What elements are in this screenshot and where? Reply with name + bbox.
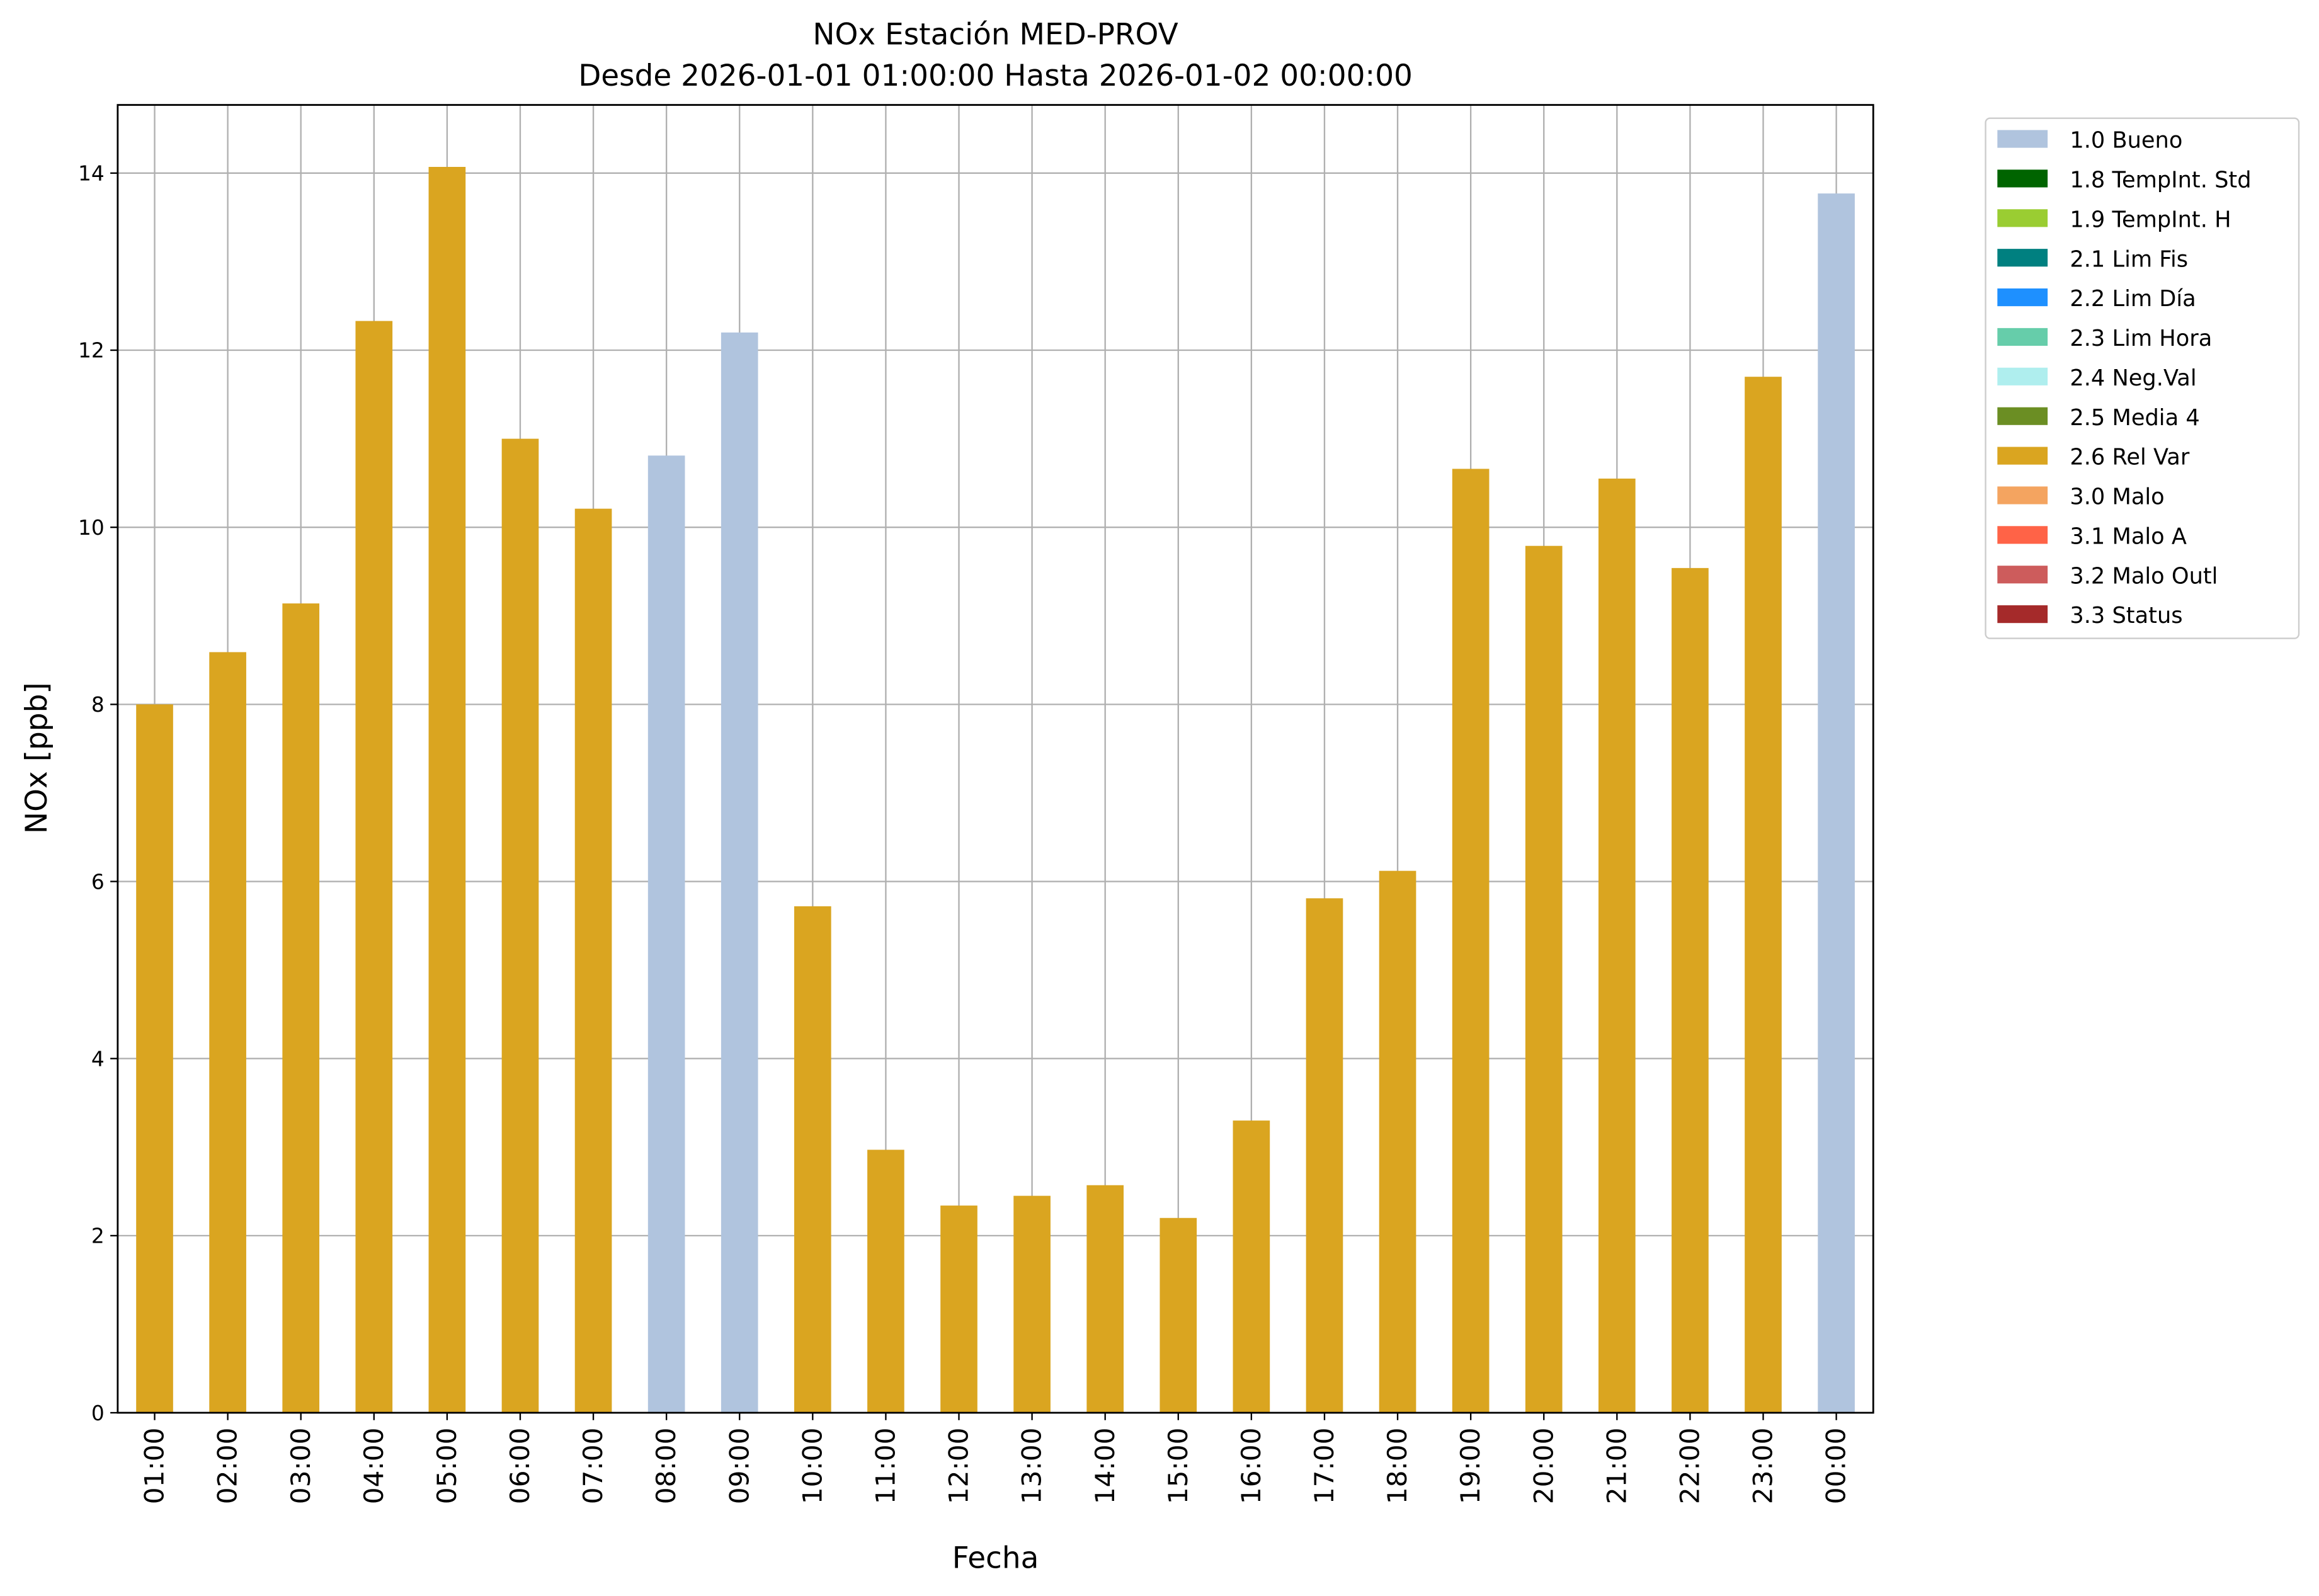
bar	[867, 1149, 904, 1413]
x-tick-label: 00:00	[1821, 1428, 1852, 1505]
legend-label: 2.6 Rel Var	[2070, 445, 2190, 470]
legend-swatch	[1997, 209, 2048, 227]
y-tick-label: 0	[91, 1401, 105, 1425]
x-tick-label: 17:00	[1309, 1428, 1340, 1505]
bar	[1306, 898, 1343, 1413]
x-axis: 01:00 02:00 03:00 04:00 05:00 06:00 07:00 08:00…	[139, 1413, 1852, 1504]
y-tick-label: 4	[91, 1047, 105, 1071]
x-tick-label: 11:00	[870, 1428, 901, 1505]
x-tick-label: 13:00	[1017, 1428, 1047, 1505]
x-tick-label: 23:00	[1748, 1428, 1779, 1505]
legend-swatch	[1997, 605, 2048, 624]
bar	[1379, 870, 1416, 1413]
bar	[136, 704, 173, 1413]
x-tick-label: 01:00	[139, 1428, 170, 1505]
y-tick-label: 2	[91, 1224, 105, 1248]
legend-swatch	[1997, 486, 2048, 504]
legend-label: 2.1 Lim Fis	[2070, 246, 2188, 272]
y-tick-label: 6	[91, 870, 105, 894]
bars	[136, 166, 1855, 1413]
legend-swatch	[1997, 566, 2048, 584]
legend-label: 1.8 TempInt. Std	[2070, 168, 2251, 193]
bar	[1818, 193, 1855, 1413]
x-tick-label: 10:00	[797, 1428, 828, 1505]
x-tick-label: 09:00	[724, 1428, 755, 1505]
x-tick-label: 12:00	[943, 1428, 974, 1505]
x-tick-label: 08:00	[651, 1428, 681, 1505]
bar	[1525, 545, 1563, 1413]
x-tick-label: 07:00	[578, 1428, 608, 1505]
legend-label: 3.0 Malo	[2070, 484, 2164, 510]
bar	[1672, 567, 1709, 1413]
bar	[1086, 1185, 1124, 1413]
legend: 1.0 Bueno 1.8 TempInt. Std 1.9 TempInt. H 2…	[1985, 117, 2300, 639]
bar	[940, 1206, 977, 1413]
chart-subtitle: Desde 2026-01-01 01:00:00 Hasta 2026-01-…	[578, 59, 1413, 93]
y-tick-label: 12	[78, 339, 105, 363]
legend-swatch	[1997, 328, 2048, 346]
legend-swatch	[1997, 526, 2048, 544]
y-tick-label: 8	[91, 693, 105, 717]
legend-swatch	[1997, 249, 2048, 267]
y-axis-label: NOx [ppb]	[20, 682, 54, 834]
x-tick-label: 22:00	[1675, 1428, 1706, 1505]
x-tick-label: 21:00	[1601, 1428, 1632, 1505]
legend-label: 3.2 Malo Outl	[2070, 563, 2218, 589]
legend-label: 2.5 Media 4	[2070, 405, 2199, 431]
plot-frame	[117, 104, 1874, 1414]
chart-title: NOx Estación MED-PROV	[812, 17, 1178, 52]
legend-swatch	[1997, 367, 2048, 385]
x-tick-label: 20:00	[1528, 1428, 1559, 1505]
bar	[1745, 377, 1782, 1413]
legend-swatch	[1997, 169, 2048, 188]
x-tick-label: 18:00	[1382, 1428, 1413, 1505]
bar	[282, 603, 320, 1413]
bar	[794, 906, 831, 1413]
bar	[1598, 478, 1636, 1413]
bar	[1452, 469, 1490, 1413]
bar	[501, 438, 539, 1413]
legend-swatch	[1997, 288, 2048, 307]
legend-swatch	[1997, 447, 2048, 465]
legend-frame	[1985, 117, 2300, 639]
x-tick-label: 19:00	[1455, 1428, 1486, 1505]
y-tick-label: 14	[78, 162, 105, 186]
legend-label: 2.3 Lim Hora	[2070, 326, 2212, 351]
bar	[721, 332, 758, 1413]
bar	[574, 508, 612, 1413]
y-tick-label: 10	[78, 516, 105, 540]
legend-swatch	[1997, 130, 2048, 148]
legend-label: 3.3 Status	[2070, 603, 2182, 629]
legend-label: 2.4 Neg.Val	[2070, 365, 2196, 391]
x-tick-label: 02:00	[212, 1428, 243, 1505]
legend-label: 1.9 TempInt. H	[2070, 207, 2231, 232]
x-tick-label: 03:00	[285, 1428, 316, 1505]
x-tick-label: 15:00	[1163, 1428, 1194, 1505]
x-axis-label: Fecha	[952, 1541, 1039, 1575]
x-tick-label: 06:00	[504, 1428, 535, 1505]
bar	[1013, 1195, 1051, 1413]
bar	[1160, 1217, 1197, 1413]
bar	[1233, 1120, 1270, 1413]
bar	[355, 321, 393, 1413]
bar	[209, 652, 246, 1413]
bar	[428, 166, 466, 1413]
bar	[647, 455, 685, 1413]
x-tick-label: 05:00	[431, 1428, 462, 1505]
y-axis: 0 2 4 6 8 10 12 14	[78, 162, 118, 1425]
legend-swatch	[1997, 407, 2048, 425]
x-tick-label: 16:00	[1236, 1428, 1267, 1505]
legend-label: 1.0 Bueno	[2070, 128, 2182, 154]
x-tick-label: 04:00	[358, 1428, 389, 1505]
x-tick-label: 14:00	[1090, 1428, 1120, 1505]
legend-label: 3.1 Malo A	[2070, 523, 2187, 549]
legend-label: 2.2 Lim Día	[2070, 286, 2196, 312]
